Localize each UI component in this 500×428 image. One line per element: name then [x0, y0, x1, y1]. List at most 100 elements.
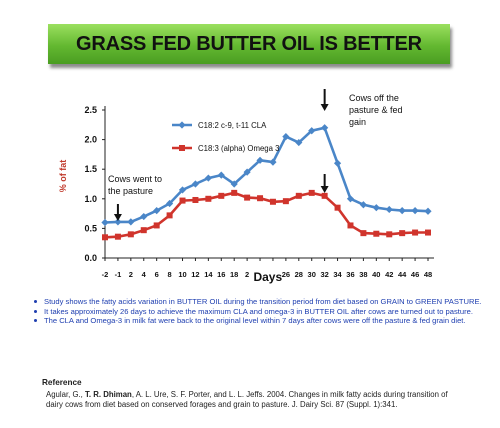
data-point: [295, 138, 303, 147]
x-tick-label: 48: [424, 270, 432, 279]
data-point: [412, 229, 419, 236]
reference-heading: Reference: [42, 378, 82, 387]
x-axis-title: Days: [253, 270, 282, 284]
x-tick-label: 16: [217, 270, 225, 279]
y-tick-label: 2.0: [84, 135, 97, 145]
data-point: [114, 218, 122, 226]
annotation-arrowhead: [113, 214, 122, 221]
data-point: [114, 233, 121, 240]
x-tick-label: 26: [282, 270, 290, 279]
data-point: [346, 195, 355, 203]
annotation-text: Cows off the: [349, 93, 399, 103]
data-point: [360, 230, 367, 237]
data-point: [140, 227, 147, 234]
title-banner: GRASS FED BUTTER OIL IS BETTER: [48, 24, 450, 64]
x-tick-label: -2: [102, 270, 109, 279]
x-tick-label: 2: [245, 270, 249, 279]
x-tick-label: 38: [359, 270, 367, 279]
legend-label: C18:3 (alpha) Omega 3: [198, 144, 279, 153]
data-point: [127, 218, 135, 226]
data-point: [269, 158, 277, 166]
reference-author: T. R. Dhiman: [85, 390, 132, 399]
x-tick-label: 30: [308, 270, 316, 279]
x-tick-label: 18: [230, 270, 238, 279]
page-title: GRASS FED BUTTER OIL IS BETTER: [76, 32, 422, 55]
data-point: [269, 198, 276, 205]
y-tick-label: 1.0: [84, 194, 97, 204]
x-tick-label: -1: [115, 270, 122, 279]
data-point: [334, 204, 341, 211]
x-tick-label: 40: [372, 270, 380, 279]
data-point: [295, 192, 302, 199]
annotation-text: gain: [349, 117, 366, 127]
x-tick-label: 36: [346, 270, 354, 279]
y-tick-label: 1.5: [84, 164, 97, 174]
bullet-item: Study shows the fatty acids variation in…: [34, 297, 484, 307]
reference-text-start: Agular, G.,: [46, 390, 86, 399]
x-tick-label: 44: [398, 270, 407, 279]
data-point: [102, 234, 108, 241]
y-axis-title: % of fat: [58, 160, 68, 193]
data-point: [308, 127, 316, 135]
data-point: [411, 207, 419, 215]
annotation-arrowhead: [320, 104, 329, 111]
data-point: [373, 230, 380, 237]
x-tick-label: 8: [168, 270, 172, 279]
data-point: [191, 180, 200, 188]
y-tick-label: 2.5: [84, 105, 97, 115]
bullet-list: Study shows the fatty acids variation in…: [34, 297, 484, 326]
x-tick-label: 12: [191, 270, 199, 279]
line-chart: 0.00.51.01.52.02.5-2 -1 2 4 6 8 10 12 14 16 18 2 26 2…: [58, 89, 434, 284]
x-tick-label: 2: [129, 270, 133, 279]
annotation-text: pasture & fed: [349, 105, 403, 115]
data-point: [425, 229, 431, 236]
data-point: [385, 205, 393, 214]
data-point: [282, 133, 290, 141]
data-point: [166, 199, 174, 208]
data-point: [282, 198, 289, 205]
x-tick-label: 34: [333, 270, 342, 279]
bullet-item: It takes approximately 26 days to achiev…: [34, 307, 484, 317]
data-point: [398, 207, 406, 215]
data-point: [101, 218, 109, 227]
x-tick-label: 28: [295, 270, 303, 279]
y-tick-label: 0.0: [84, 253, 97, 263]
data-point: [140, 212, 148, 221]
data-point: [243, 168, 251, 176]
data-point: [218, 192, 225, 199]
data-point: [230, 180, 238, 188]
reference-section: Reference Agular, G., T. R. Dhiman, A. L…: [42, 378, 462, 410]
data-point: [372, 204, 380, 212]
data-point: [386, 231, 393, 238]
series-line: [104, 191, 428, 239]
data-point: [205, 195, 212, 202]
data-point: [424, 207, 432, 215]
data-point: [321, 192, 328, 199]
x-tick-label: 46: [411, 270, 419, 279]
x-tick-label: 4: [142, 270, 147, 279]
data-point: [127, 231, 134, 238]
data-point: [257, 195, 264, 202]
data-point: [321, 124, 329, 132]
data-point: [359, 201, 367, 209]
data-point: [333, 159, 342, 167]
data-point: [166, 212, 173, 219]
legend-marker: [178, 121, 186, 129]
data-point: [217, 171, 225, 179]
x-tick-label: 10: [178, 270, 186, 279]
data-point: [231, 189, 238, 196]
data-point: [192, 196, 199, 203]
data-point: [244, 194, 251, 201]
y-tick-label: 0.5: [84, 223, 97, 233]
annotation-text: the pasture: [108, 186, 153, 196]
x-tick-label: 32: [320, 270, 328, 279]
annotation-arrowhead: [320, 186, 329, 193]
bullet-item: The CLA and Omega-3 in milk fat were bac…: [34, 316, 484, 326]
data-point: [308, 189, 315, 196]
x-tick-label: 6: [155, 270, 159, 279]
data-point: [347, 222, 354, 229]
x-tick-label: 42: [385, 270, 393, 279]
data-point: [153, 222, 160, 229]
legend-marker: [179, 145, 185, 151]
x-tick-label: 14: [204, 270, 213, 279]
